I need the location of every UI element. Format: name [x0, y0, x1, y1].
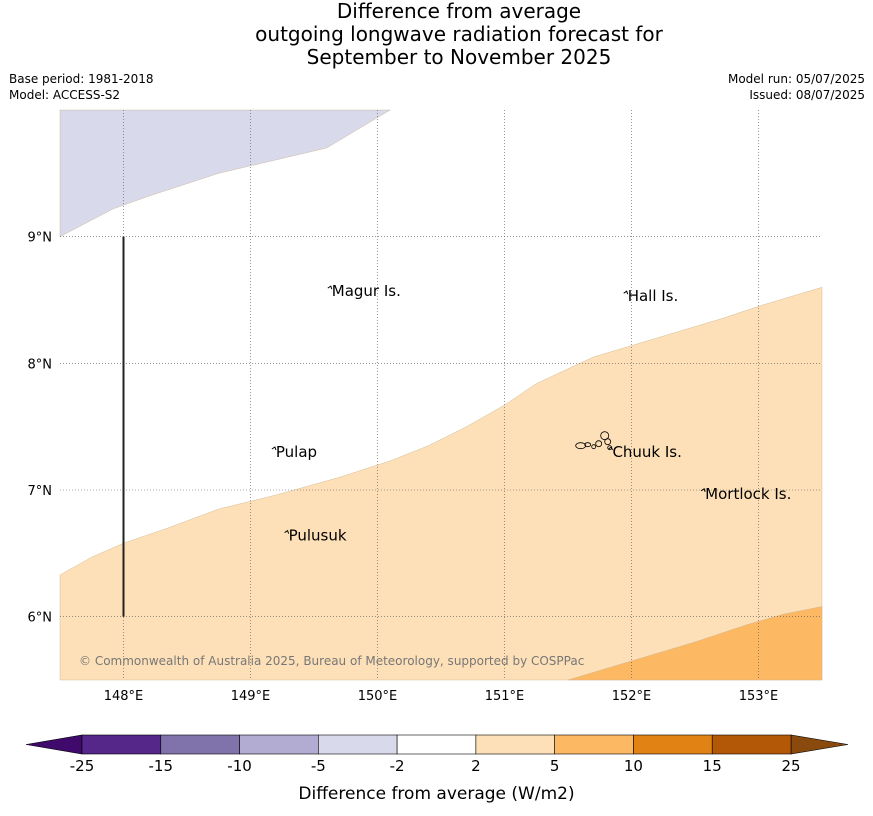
- colorbar-tick-label: -25: [70, 757, 95, 775]
- chuuk-lagoon-islands: [575, 431, 613, 451]
- place-label: Pulap: [276, 443, 317, 461]
- colorbar: -25 -15 -10 -5 -2 2 5 10 15 25: [25, 734, 849, 775]
- anomaly-region-2: [59, 287, 823, 681]
- chuuk-island: [600, 431, 610, 441]
- island-outline: [271, 446, 277, 451]
- colorbar-swatch: [396, 734, 477, 755]
- chart-title: Difference from average outgoing longwav…: [0, 0, 873, 69]
- colorbar-swatch: [318, 734, 398, 755]
- colorbar-tick-label: -10: [227, 757, 252, 775]
- issued-text: Issued: 08/07/2025: [749, 88, 865, 102]
- colorbar-over-arrow: [790, 734, 849, 755]
- island-outline: [700, 488, 706, 492]
- meta-left: Base period: 1981-2018 Model: ACCESS-S2: [9, 71, 154, 103]
- meta-right: Model run: 05/07/2025 Issued: 08/07/2025: [728, 71, 865, 103]
- base-period-text: Base period: 1981-2018: [9, 72, 154, 86]
- colorbar-tick-label: -2: [390, 757, 405, 775]
- chuuk-island: [591, 444, 597, 450]
- lat-tick-label: 6°N: [28, 611, 53, 626]
- map-layer: 148°E 149°E 150°E 151°E 152°E 153°E 9°N 8°N 7°N 6…: [28, 109, 823, 704]
- model-text: Model: ACCESS-S2: [9, 88, 121, 102]
- chuuk-island: [607, 445, 613, 451]
- place-label: Hall Is.: [628, 287, 679, 305]
- colorbar-tick-label: -15: [149, 757, 174, 775]
- colorbar-tick-label: 5: [550, 757, 560, 775]
- colorbar-swatch: [81, 734, 162, 755]
- title-line-2: outgoing longwave radiation forecast for: [255, 22, 663, 46]
- chuuk-island: [604, 438, 612, 446]
- lon-tick-label: 153°E: [739, 689, 779, 704]
- colorbar-swatch: [160, 734, 240, 755]
- copyright-text: © Commonwealth of Australia 2025, Bureau…: [79, 654, 584, 668]
- colorbar-tick-label: 10: [624, 757, 643, 775]
- colorbar-swatch: [475, 734, 555, 755]
- lon-tick-label: 149°E: [231, 689, 271, 704]
- island-outline: [284, 529, 290, 534]
- place-label: Pulusuk: [289, 527, 347, 545]
- lat-tick-label: 7°N: [28, 484, 53, 499]
- place-label: Mortlock Is.: [705, 485, 791, 503]
- colorbar-swatch: [633, 734, 713, 755]
- colorbar-swatch: [554, 734, 634, 755]
- colorbar-tick-label: 15: [703, 757, 722, 775]
- island-outline: [623, 290, 629, 295]
- lon-tick-label: 151°E: [485, 689, 525, 704]
- colorbar-tick-label: -5: [311, 757, 326, 775]
- colorbar-tick-label: 25: [781, 757, 800, 775]
- island-outline: [327, 285, 333, 290]
- colorbar-swatch: [711, 734, 792, 755]
- title-line-1: Difference from average: [336, 0, 582, 23]
- place-label: Chuuk Is.: [612, 443, 681, 461]
- colorbar-tick-label: 2: [471, 757, 481, 775]
- anomaly-region-1: [59, 109, 391, 238]
- chuuk-island: [595, 440, 603, 448]
- lat-tick-label: 9°N: [28, 231, 53, 246]
- lon-tick-label: 150°E: [358, 689, 398, 704]
- chuuk-island: [575, 442, 587, 450]
- title-line-3: September to November 2025: [306, 45, 612, 69]
- lon-tick-label: 152°E: [612, 689, 652, 704]
- model-run-text: Model run: 05/07/2025: [727, 72, 865, 86]
- colorbar-under-arrow: [25, 734, 83, 755]
- lat-tick-label: 8°N: [28, 357, 53, 372]
- colorbar-swatch: [239, 734, 319, 755]
- chuuk-island: [584, 442, 592, 448]
- anomaly-region-3: [567, 606, 823, 681]
- place-label: Magur Is.: [332, 282, 401, 300]
- lon-tick-label: 148°E: [104, 689, 144, 704]
- colorbar-label: Difference from average (W/m2): [298, 784, 575, 804]
